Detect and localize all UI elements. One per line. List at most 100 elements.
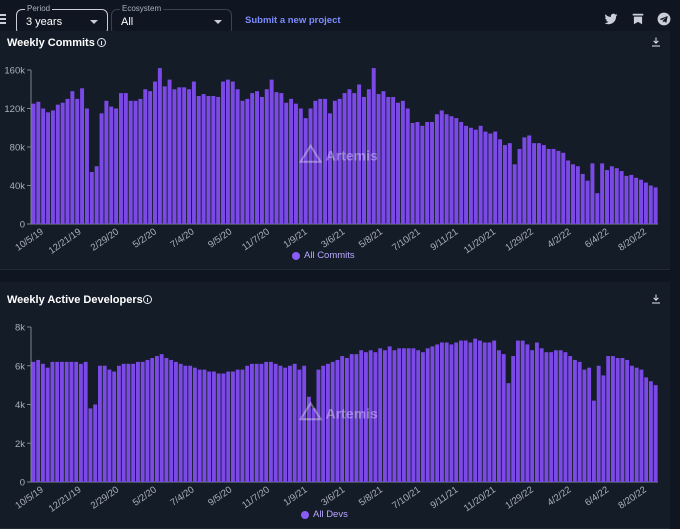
bar[interactable] bbox=[289, 98, 294, 224]
bar[interactable] bbox=[459, 121, 464, 224]
bar[interactable] bbox=[396, 102, 400, 224]
bar[interactable] bbox=[292, 363, 297, 482]
bar[interactable] bbox=[625, 359, 630, 482]
bar[interactable] bbox=[527, 135, 532, 224]
bar[interactable] bbox=[64, 361, 69, 482]
bar[interactable] bbox=[483, 131, 488, 224]
bar[interactable] bbox=[250, 363, 254, 482]
bar[interactable] bbox=[648, 185, 653, 225]
bar[interactable] bbox=[571, 164, 575, 224]
download-icon[interactable] bbox=[650, 36, 662, 48]
bar[interactable] bbox=[439, 110, 444, 224]
bar[interactable] bbox=[269, 361, 273, 482]
bar[interactable] bbox=[298, 108, 303, 225]
bar[interactable] bbox=[99, 113, 104, 224]
bar[interactable] bbox=[55, 361, 60, 482]
bar[interactable] bbox=[606, 356, 611, 482]
bar[interactable] bbox=[88, 408, 93, 482]
bar[interactable] bbox=[46, 112, 51, 224]
bar[interactable] bbox=[159, 354, 164, 482]
bar[interactable] bbox=[634, 367, 639, 482]
bar[interactable] bbox=[303, 118, 308, 224]
bar[interactable] bbox=[128, 100, 133, 224]
download-icon[interactable] bbox=[650, 293, 662, 305]
bar[interactable] bbox=[639, 179, 644, 224]
bar[interactable] bbox=[321, 365, 326, 482]
bar[interactable] bbox=[293, 103, 298, 224]
bar[interactable] bbox=[502, 145, 507, 224]
bar[interactable] bbox=[587, 367, 592, 482]
bar[interactable] bbox=[230, 81, 235, 224]
bar[interactable] bbox=[580, 173, 585, 224]
bar[interactable] bbox=[349, 354, 354, 482]
bar[interactable] bbox=[284, 102, 289, 224]
bar[interactable] bbox=[50, 361, 55, 482]
bar[interactable] bbox=[558, 350, 563, 482]
bookmarks-icon[interactable] bbox=[631, 12, 645, 26]
bar[interactable] bbox=[102, 365, 107, 482]
bar[interactable] bbox=[323, 98, 328, 224]
bar[interactable] bbox=[202, 369, 207, 482]
bar[interactable] bbox=[235, 369, 240, 482]
bar[interactable] bbox=[201, 94, 206, 224]
bar[interactable] bbox=[318, 98, 323, 224]
bar[interactable] bbox=[347, 89, 352, 224]
bar[interactable] bbox=[454, 342, 459, 483]
bar[interactable] bbox=[575, 166, 580, 224]
bar[interactable] bbox=[614, 168, 619, 224]
bar[interactable] bbox=[31, 361, 36, 482]
bar[interactable] bbox=[493, 131, 498, 224]
bar[interactable] bbox=[634, 177, 639, 224]
bar[interactable] bbox=[573, 359, 577, 482]
bar[interactable] bbox=[392, 350, 397, 482]
bar[interactable] bbox=[311, 408, 316, 482]
bar[interactable] bbox=[60, 102, 65, 224]
bar[interactable] bbox=[473, 338, 478, 482]
bar[interactable] bbox=[464, 125, 469, 224]
bar[interactable] bbox=[207, 371, 212, 482]
bar[interactable] bbox=[400, 100, 405, 224]
bar[interactable] bbox=[406, 348, 411, 482]
legend-all-devs[interactable]: All Devs bbox=[301, 509, 348, 520]
bar[interactable] bbox=[609, 166, 614, 224]
bar[interactable] bbox=[366, 89, 371, 224]
bar[interactable] bbox=[381, 91, 386, 224]
bar[interactable] bbox=[235, 89, 240, 224]
bar[interactable] bbox=[107, 369, 112, 482]
submit-project-link[interactable]: Submit a new project bbox=[245, 15, 341, 26]
bar[interactable] bbox=[211, 95, 216, 224]
bar[interactable] bbox=[601, 375, 606, 482]
bar[interactable] bbox=[155, 356, 159, 482]
bar[interactable] bbox=[387, 346, 392, 482]
twitter-icon[interactable] bbox=[604, 12, 618, 26]
bar[interactable] bbox=[378, 348, 383, 482]
info-icon[interactable] bbox=[143, 295, 152, 304]
bar[interactable] bbox=[492, 340, 497, 482]
bar[interactable] bbox=[566, 160, 571, 224]
bar[interactable] bbox=[522, 137, 527, 224]
bar[interactable] bbox=[391, 96, 396, 224]
legend-all-commits[interactable]: All Commits bbox=[292, 250, 355, 261]
bar[interactable] bbox=[582, 369, 587, 482]
bar[interactable] bbox=[525, 344, 530, 482]
bar[interactable] bbox=[600, 163, 605, 224]
bar[interactable] bbox=[182, 87, 187, 224]
bar[interactable] bbox=[288, 365, 292, 482]
info-icon[interactable] bbox=[97, 38, 106, 47]
bar[interactable] bbox=[117, 365, 121, 482]
bar[interactable] bbox=[421, 352, 425, 482]
bar[interactable] bbox=[434, 114, 439, 224]
bar[interactable] bbox=[69, 361, 74, 482]
bar[interactable] bbox=[104, 100, 109, 224]
bar[interactable] bbox=[83, 361, 88, 482]
bar[interactable] bbox=[36, 101, 41, 224]
bar[interactable] bbox=[327, 113, 332, 224]
bar[interactable] bbox=[449, 344, 454, 482]
bar[interactable] bbox=[126, 363, 131, 482]
bar[interactable] bbox=[620, 358, 625, 482]
bar[interactable] bbox=[240, 369, 245, 482]
bar[interactable] bbox=[245, 365, 250, 482]
bar[interactable] bbox=[259, 363, 264, 482]
bar[interactable] bbox=[148, 91, 153, 224]
bar[interactable] bbox=[302, 365, 307, 482]
